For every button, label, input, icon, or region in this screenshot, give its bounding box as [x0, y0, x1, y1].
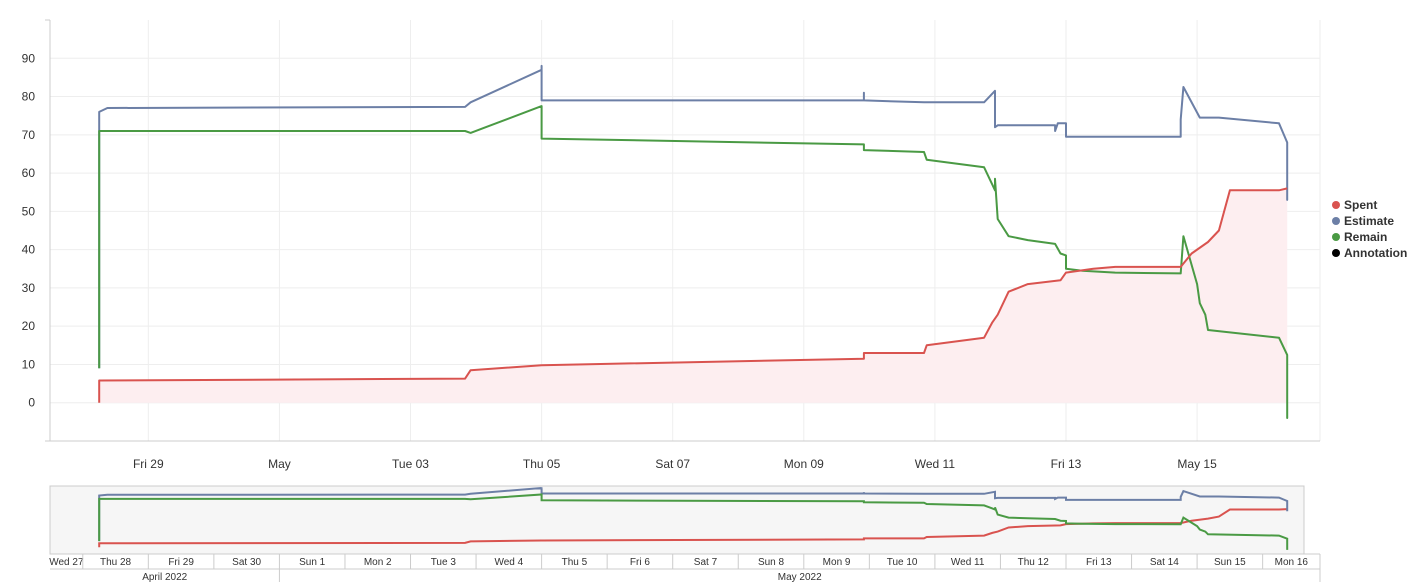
x-tick-label: Thu 05	[523, 457, 561, 471]
legend-item-annotation[interactable]: Annotation	[1332, 245, 1407, 261]
navigator-day-label: Thu 5	[562, 557, 588, 568]
navigator-day-label: Wed 11	[951, 557, 985, 568]
navigator-line-spent	[98, 508, 1288, 548]
navigator-month-label: May 2022	[778, 572, 822, 582]
x-tick-label: Sat 07	[655, 457, 690, 471]
legend-dot-annotation	[1332, 249, 1340, 257]
main-chart: 0 10 20 30 40 50 60 70 80 90 Fri 29 May Tue 03 Thu 0…	[22, 19, 1321, 471]
x-tick-label: May	[268, 457, 291, 471]
y-tick-label: 30	[22, 281, 36, 295]
x-tick-label: Mon 09	[784, 457, 824, 471]
navigator-day-label: Mon 9	[823, 557, 851, 568]
navigator-day-label: Sat 14	[1150, 557, 1179, 568]
spent-area-fill	[99, 188, 1288, 403]
spent-area	[99, 188, 1288, 403]
x-tick-label: May 15	[1177, 457, 1217, 471]
legend-item-spent[interactable]: Spent	[1332, 197, 1407, 213]
navigator-day-label: Fri 29	[168, 557, 194, 568]
x-axis-ticks: Fri 29 May Tue 03 Thu 05 Sat 07 Mon 09 Wed 11 F…	[133, 457, 1217, 471]
navigator-background	[49, 485, 1305, 555]
legend-label-annotation: Annotation	[1344, 246, 1408, 260]
navigator-day-label: Sat 30	[232, 557, 261, 568]
series-line-remain[interactable]	[98, 105, 1289, 419]
y-axis-ticks: 0 10 20 30 40 50 60 70 80 90	[22, 51, 36, 409]
navigator-day-label: Wed 4	[494, 557, 523, 568]
y-tick-label: 50	[22, 204, 36, 218]
chart-legend: Spent Estimate Remain Annotation	[1332, 197, 1407, 261]
navigator-day-label: Sun 1	[299, 557, 326, 568]
navigator-day-label: Tue 10	[887, 557, 918, 568]
x-tick-label: Wed 11	[915, 457, 956, 471]
legend-item-remain[interactable]: Remain	[1332, 229, 1407, 245]
navigator-day-label: Tue 3	[431, 557, 457, 568]
navigator-day-label: Fri 6	[630, 557, 650, 568]
navigator-series	[98, 487, 1289, 550]
chart-axes	[45, 19, 1320, 442]
navigator-day-label: Mon 16	[1275, 557, 1309, 568]
legend-dot-estimate	[1332, 217, 1340, 225]
navigator-month-label: April 2022	[142, 572, 187, 582]
series-line-estimate[interactable]	[98, 64, 1289, 369]
navigator-line-remain	[98, 493, 1289, 550]
navigator-day-label: Mon 2	[364, 557, 392, 568]
legend-dot-spent	[1332, 201, 1340, 209]
y-tick-label: 0	[28, 396, 35, 410]
y-tick-label: 20	[22, 319, 36, 333]
legend-label-remain: Remain	[1344, 230, 1388, 244]
legend-dot-remain	[1332, 233, 1340, 241]
navigator-day-label: Sun 15	[1214, 557, 1246, 568]
navigator-day-label: Thu 28	[100, 557, 132, 568]
y-tick-label: 10	[22, 357, 36, 371]
y-tick-label: 60	[22, 166, 36, 180]
navigator-axis: Wed 27 Thu 28 Fri 29 Sat 30 Sun 1 Mon 2 Tue 3 W…	[49, 553, 1321, 582]
navigator-line-estimate	[98, 487, 1289, 542]
x-tick-label: Fri 13	[1051, 457, 1082, 471]
navigator-day-label: Fri 13	[1086, 557, 1112, 568]
series-lines	[98, 64, 1289, 419]
y-tick-label: 90	[22, 51, 36, 65]
legend-label-spent: Spent	[1344, 198, 1378, 212]
y-tick-label: 70	[22, 128, 36, 142]
legend-label-estimate: Estimate	[1344, 214, 1395, 228]
navigator-day-label: Sat 7	[694, 557, 718, 568]
legend-item-estimate[interactable]: Estimate	[1332, 213, 1407, 229]
navigator-chart[interactable]: Wed 27 Thu 28 Fri 29 Sat 30 Sun 1 Mon 2 Tue 3 W…	[0, 480, 1408, 582]
navigator-day-label: Wed 27	[49, 557, 84, 568]
navigator-day-label: Thu 12	[1018, 557, 1050, 568]
series-line-spent[interactable]	[98, 187, 1288, 403]
x-tick-label: Tue 03	[392, 457, 429, 471]
y-tick-label: 80	[22, 90, 36, 104]
x-tick-label: Fri 29	[133, 457, 164, 471]
y-tick-label: 40	[22, 243, 36, 257]
navigator-day-label: Sun 8	[758, 557, 785, 568]
